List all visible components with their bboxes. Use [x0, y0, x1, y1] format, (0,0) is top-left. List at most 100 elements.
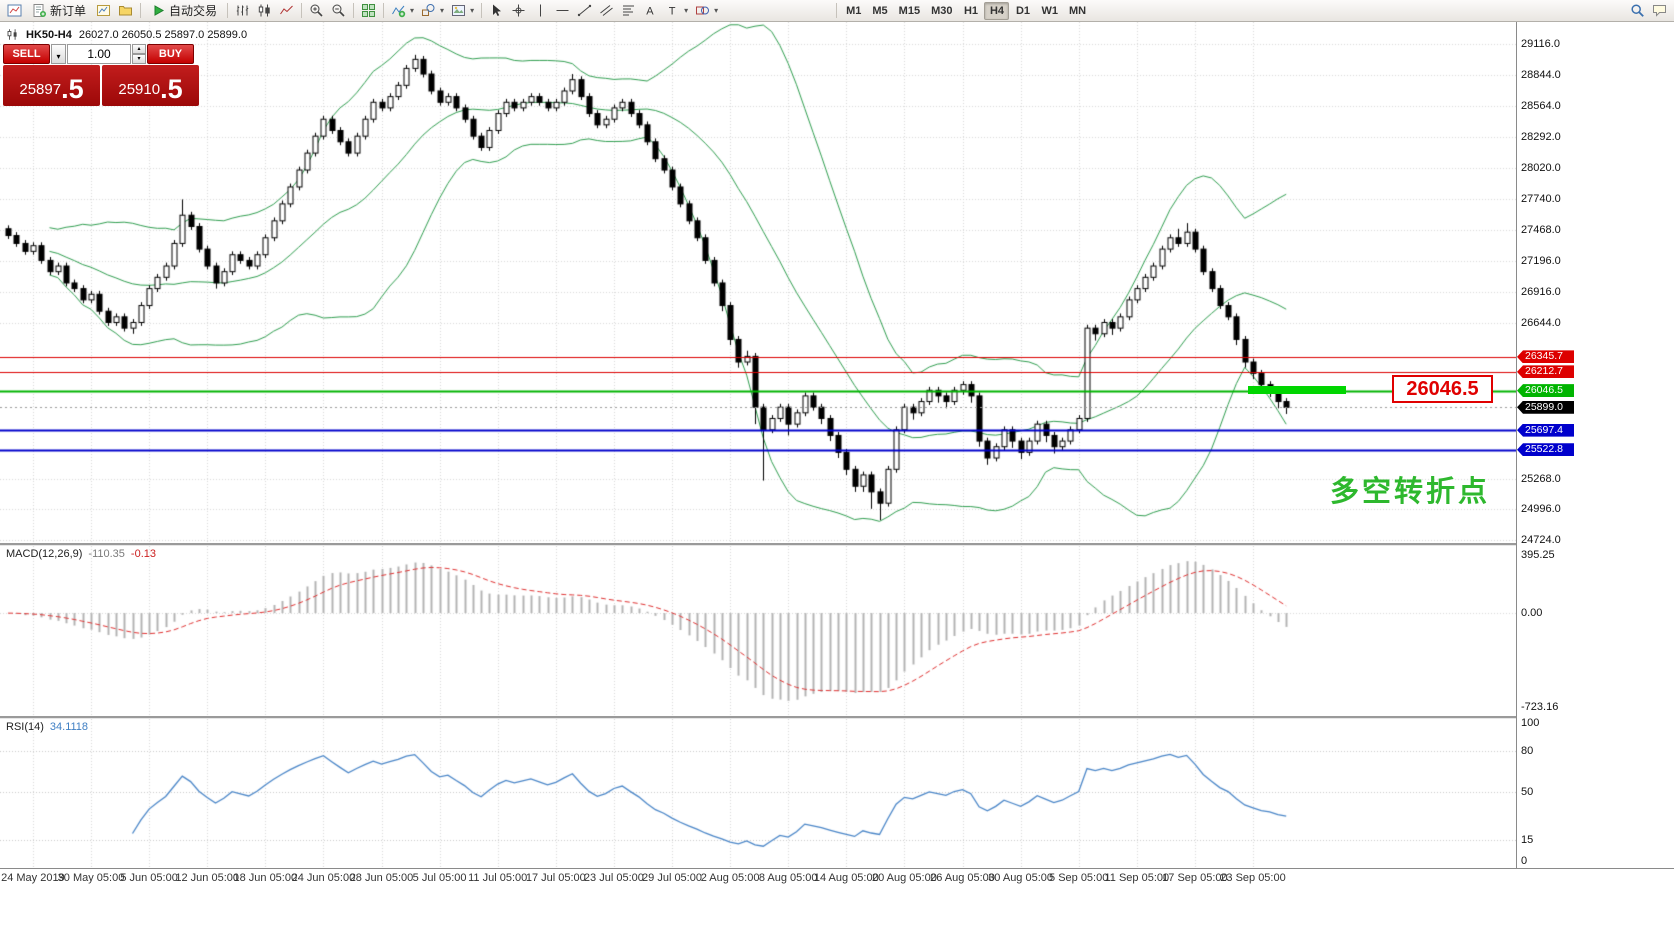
horizontal-line-button[interactable]: [552, 1, 573, 21]
chevron-down-icon: ▾: [56, 51, 61, 61]
dropdown-arrow-icon: ▾: [684, 6, 689, 15]
turning-point-annotation[interactable]: 多空转折点: [1330, 476, 1491, 508]
vertical-line-button[interactable]: [530, 1, 551, 21]
volume-input[interactable]: [67, 44, 131, 64]
price-chart-canvas[interactable]: [0, 22, 1516, 544]
panel-separator[interactable]: [0, 716, 1674, 719]
sell-price-main: 25897: [19, 81, 62, 98]
fibonacci-button[interactable]: [618, 1, 639, 21]
candles-button[interactable]: [254, 1, 275, 21]
new-order-icon: [32, 3, 47, 18]
price-line-tag: 26212.7: [1517, 365, 1574, 379]
indicators-button[interactable]: ▾: [388, 1, 417, 21]
support-highlight-bar[interactable]: [1248, 386, 1346, 394]
new-order-button[interactable]: 新订单: [26, 1, 92, 21]
new-chart-icon: [96, 3, 111, 18]
date-label: 12 Jun 05:00: [175, 872, 239, 884]
cursor-icon: [489, 3, 504, 18]
date-label: 2 Aug 05:00: [700, 872, 760, 884]
date-label: 17 Sep 05:00: [1162, 872, 1228, 884]
profiles-button[interactable]: [115, 1, 136, 21]
macd-signal-value: -0.13: [130, 548, 156, 560]
line-chart-button[interactable]: [276, 1, 297, 21]
new-order-label: 新订单: [50, 4, 87, 18]
sell-price[interactable]: 25897.5: [3, 65, 100, 106]
buy-price-main: 25910: [118, 81, 161, 98]
chat-button[interactable]: [1649, 1, 1670, 21]
svg-text:T: T: [669, 6, 676, 18]
search-icon: [1630, 3, 1645, 18]
timeframe-w1[interactable]: W1: [1036, 2, 1063, 20]
timeframe-mn[interactable]: MN: [1064, 2, 1091, 20]
shapes-icon: [695, 3, 710, 18]
bars-button[interactable]: [232, 1, 253, 21]
price-axis-label: 28292.0: [1521, 131, 1561, 144]
timeframe-m30[interactable]: M30: [926, 2, 957, 20]
zoom-out-icon: [331, 3, 346, 18]
buy-price[interactable]: 25910.5: [102, 65, 199, 106]
label-button[interactable]: T ▾: [662, 1, 691, 21]
timeframe-m15[interactable]: M15: [894, 2, 925, 20]
tile-windows-icon: [361, 3, 376, 18]
timeframe-h4[interactable]: H4: [984, 1, 1010, 20]
date-label: 5 Jul 05:00: [412, 872, 467, 884]
date-label: 11 Sep 05:00: [1104, 872, 1170, 884]
price-level-callout[interactable]: 26046.5: [1392, 375, 1493, 403]
template-button[interactable]: ▾: [448, 1, 477, 21]
date-label: 20 Aug 05:00: [871, 872, 937, 884]
order-type-dropdown[interactable]: ▾: [51, 44, 66, 64]
date-label: 18 Jun 05:00: [233, 872, 298, 884]
price-axis-label: 28564.0: [1521, 100, 1561, 113]
tile-windows-button[interactable]: [358, 1, 379, 21]
chart-window-button[interactable]: [4, 1, 25, 21]
price-axis-label: 25268.0: [1521, 472, 1561, 485]
sell-button[interactable]: SELL: [3, 44, 50, 64]
timeframe-h1[interactable]: H1: [958, 2, 983, 20]
timeframe-m1[interactable]: M1: [841, 2, 866, 20]
text-icon: A: [643, 3, 658, 18]
cursor-button[interactable]: [486, 1, 507, 21]
autotrade-button[interactable]: 自动交易: [145, 1, 223, 21]
chart-ohlc-values: 26027.0 26050.5 25897.0 25899.0: [78, 28, 248, 41]
toolbar-separator: [383, 3, 385, 18]
macd-indicator-label: MACD(12,26,9) -110.35 -0.13: [6, 548, 156, 560]
timeframe-m5[interactable]: M5: [867, 2, 892, 20]
rsi-axis-label: 80: [1521, 744, 1534, 757]
search-button[interactable]: [1627, 1, 1648, 21]
time-axis[interactable]: [0, 868, 1674, 887]
chart-window-icon: [7, 3, 22, 18]
shapes-button[interactable]: ▾: [692, 1, 721, 21]
zoom-in-button[interactable]: [306, 1, 327, 21]
trendline-button[interactable]: [574, 1, 595, 21]
line-chart-icon: [279, 3, 294, 18]
date-label: 24 May 2019: [1, 872, 65, 884]
zoom-out-button[interactable]: [328, 1, 349, 21]
buy-button[interactable]: BUY: [147, 44, 194, 64]
date-label: 30 Aug 05:00: [988, 872, 1054, 884]
crosshair-button[interactable]: [508, 1, 529, 21]
date-label: 8 Aug 05:00: [758, 872, 818, 884]
current-price-tag: 25899.0: [1517, 400, 1574, 414]
date-label: 28 Jun 05:00: [349, 872, 414, 884]
new-chart-button[interactable]: [93, 1, 114, 21]
volume-down-button[interactable]: ▾: [132, 54, 146, 64]
text-button[interactable]: A: [640, 1, 661, 21]
svg-text:A: A: [646, 6, 654, 18]
chart-symbol: HK50-H4: [26, 28, 72, 41]
label-icon: T: [665, 3, 680, 18]
volume-up-button[interactable]: ▴: [132, 44, 146, 54]
timeframe-group: M1 M5 M15 M30 H1 H4 D1 W1 MN: [841, 1, 1091, 20]
toolbar-separator: [301, 3, 303, 18]
price-axis-label: 27468.0: [1521, 224, 1561, 237]
price-axis-label: 27196.0: [1521, 254, 1561, 267]
rsi-panel-canvas[interactable]: [0, 719, 1516, 867]
objects-button[interactable]: ▾: [418, 1, 447, 21]
toolbar-separator: [353, 3, 355, 18]
channel-button[interactable]: [596, 1, 617, 21]
candles-icon: [257, 3, 272, 18]
timeframe-d1[interactable]: D1: [1010, 2, 1035, 20]
price-axis-label: 29116.0: [1521, 38, 1560, 50]
panel-separator[interactable]: [0, 543, 1674, 546]
price-axis-label: 24724.0: [1521, 534, 1561, 546]
macd-panel-canvas[interactable]: [0, 546, 1516, 716]
